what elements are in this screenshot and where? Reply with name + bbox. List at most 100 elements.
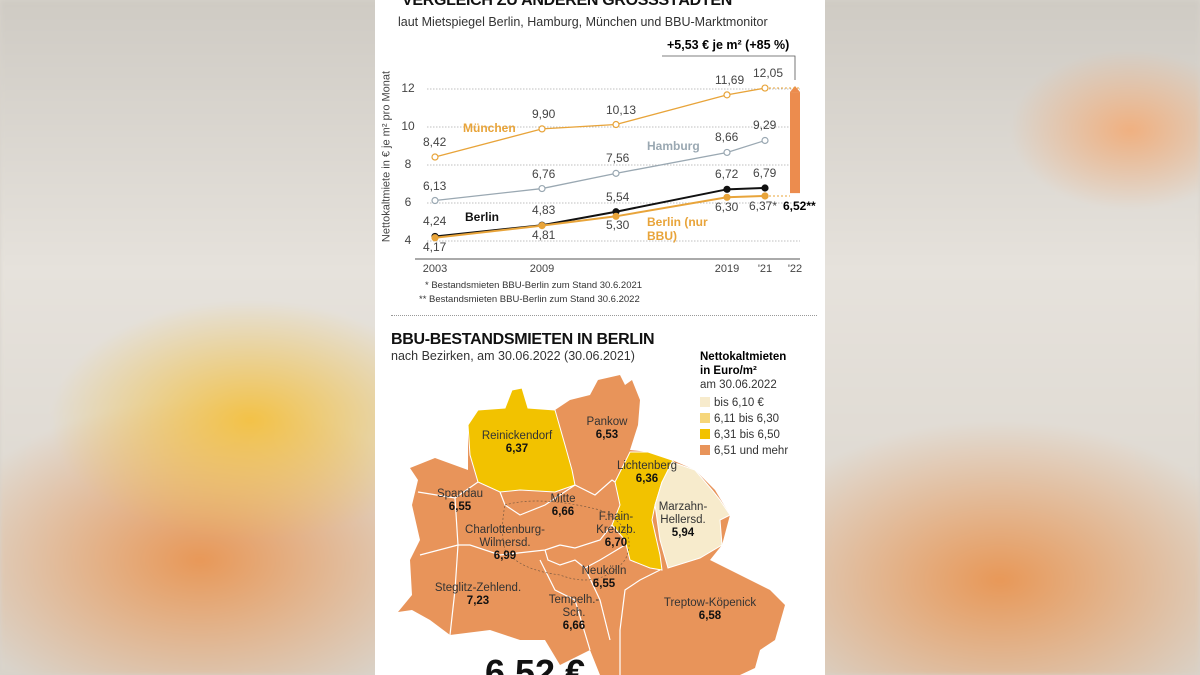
district-label: Tempelh.- Sch. 6,66 xyxy=(549,594,600,633)
x-tick-label: 2009 xyxy=(529,263,555,275)
legend-swatch xyxy=(700,397,710,407)
difference-bar-tip xyxy=(790,86,800,93)
district-value: 6,70 xyxy=(604,537,628,549)
legend-title-2: in Euro/m² xyxy=(700,365,757,377)
data-label: 4,83 xyxy=(532,203,556,218)
chart-title: VERGLEICH ZU ANDEREN GROSSSTÄDTEN xyxy=(402,0,732,9)
district-name: Tempelh.- xyxy=(548,594,600,606)
data-label: 4,17 xyxy=(423,239,447,254)
data-label: 10,13 xyxy=(606,102,637,117)
legend-date: am 30.06.2022 xyxy=(700,379,777,391)
data-point xyxy=(761,84,769,92)
x-tick-label: 2019 xyxy=(714,263,740,275)
district-value: 6,66 xyxy=(562,620,586,632)
increase-note: +5,53 € je m² (+85 %) xyxy=(667,38,790,52)
district-label: Pankow 6,53 xyxy=(587,416,628,442)
x-tick-label: '21 xyxy=(757,263,773,275)
data-point xyxy=(538,184,546,193)
series-label: Hamburg xyxy=(647,139,700,153)
data-point xyxy=(538,222,546,230)
district-label: Marzahn- Hellersd. 5,94 xyxy=(659,501,708,540)
ring-railway xyxy=(502,500,630,581)
data-label: 6,76 xyxy=(532,166,556,181)
difference-bar xyxy=(790,92,800,194)
x-tick-label: '22 xyxy=(787,263,803,275)
district-label: Neukölln 6,55 xyxy=(582,565,627,591)
map-legend: Nettokaltmieten in Euro/m² am 30.06.2022… xyxy=(700,350,788,459)
district-name: Pankow xyxy=(586,416,628,428)
data-point xyxy=(761,192,769,200)
data-label: 5,54 xyxy=(606,189,630,204)
legend-swatch xyxy=(700,413,710,423)
district-value: 6,66 xyxy=(551,506,575,518)
district-label: Treptow-Köpenick 6,58 xyxy=(664,597,756,623)
data-label: 7,56 xyxy=(606,151,630,166)
district-label: Steglitz-Zehlend. 7,23 xyxy=(435,582,521,608)
district-reinickendorf xyxy=(467,387,576,493)
district-name: Reinickendorf xyxy=(481,430,553,442)
y-tick-label: 8 xyxy=(404,157,412,171)
footnote-2: ** Bestandsmieten BBU-Berlin zum Stand 3… xyxy=(419,294,640,305)
data-point xyxy=(761,136,769,145)
data-label: 6,52** xyxy=(783,199,816,213)
legend-item: 6,11 bis 6,30 xyxy=(700,411,788,427)
district-name: Mitte xyxy=(550,493,576,505)
data-point xyxy=(723,148,731,157)
series-label: München xyxy=(463,121,516,135)
district-value: 6,37 xyxy=(505,443,529,455)
y-tick-label: 10 xyxy=(401,119,415,133)
data-point xyxy=(431,234,439,242)
infographic-panel: VERGLEICH ZU ANDEREN GROSSSTÄDTEN laut M… xyxy=(375,0,825,675)
district-name: Spandau xyxy=(436,488,484,500)
data-label: 9,90 xyxy=(532,106,556,121)
y-tick-label: 6 xyxy=(404,195,412,209)
legend-swatch xyxy=(700,445,710,455)
legend-label: 6,11 bis 6,30 xyxy=(714,413,780,425)
data-label: 6,30 xyxy=(715,200,739,215)
district-name: Neukölln xyxy=(581,565,627,577)
district-label: Lichtenberg 6,36 xyxy=(617,460,677,486)
series-label: Berlin xyxy=(465,210,500,224)
district-value: 5,94 xyxy=(671,527,695,539)
line-chart xyxy=(415,55,800,260)
difference-bracket xyxy=(662,55,796,80)
data-point xyxy=(431,196,439,205)
data-label: 11,69 xyxy=(715,72,745,87)
data-point xyxy=(431,153,439,161)
data-point xyxy=(612,212,620,220)
map-title: BBU-BESTANDSMIETEN IN BERLIN xyxy=(391,331,655,348)
district-value: 6,99 xyxy=(493,550,517,562)
data-point xyxy=(612,169,620,177)
data-label: 9,29 xyxy=(753,118,777,133)
district-borders xyxy=(417,479,661,675)
legend-item: bis 6,10 € xyxy=(700,395,788,411)
district-value: 6,36 xyxy=(635,473,659,485)
district-name: Wilmersd. xyxy=(479,537,531,549)
district-value: 6,55 xyxy=(592,578,616,590)
data-label: 4,81 xyxy=(532,227,556,242)
district-value: 6,58 xyxy=(698,610,722,622)
legend-item: 6,31 bis 6,50 xyxy=(700,427,788,443)
data-point xyxy=(723,185,731,193)
district-label: F.hain- Kreuzb. 6,70 xyxy=(596,511,636,550)
data-label: 8,42 xyxy=(423,135,447,150)
section-divider xyxy=(391,315,817,316)
district-name: Lichtenberg xyxy=(616,460,678,472)
district-name: Treptow-Köpenick xyxy=(663,597,757,609)
district-name: F.hain- xyxy=(598,511,634,523)
district-label: Mitte 6,66 xyxy=(551,493,576,519)
x-tick-label: 2003 xyxy=(422,263,448,275)
district-name: Sch. xyxy=(562,607,586,619)
data-point xyxy=(612,120,620,129)
legend-swatch xyxy=(700,429,710,439)
district-name: Marzahn- xyxy=(658,501,708,513)
district-name: Charlottenburg- xyxy=(465,524,545,536)
district-marzahn-hellersdorf xyxy=(654,461,731,569)
chart-subtitle: laut Mietspiegel Berlin, Hamburg, Münche… xyxy=(398,15,768,29)
data-point xyxy=(723,91,731,99)
legend-title-1: Nettokaltmieten xyxy=(700,351,787,363)
district-value: 7,23 xyxy=(466,595,490,607)
legend-item: 6,51 und mehr xyxy=(700,443,788,459)
data-point xyxy=(538,125,546,133)
district-value: 6,55 xyxy=(448,501,472,513)
